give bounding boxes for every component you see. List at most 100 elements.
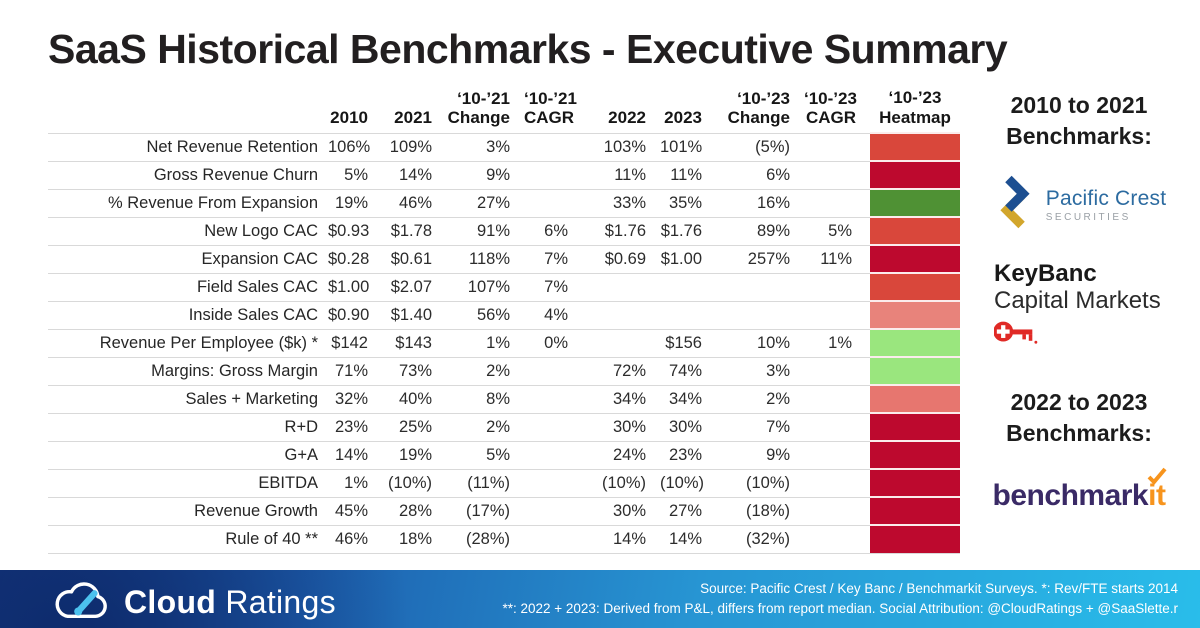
cloud-gauge-icon (52, 577, 114, 628)
pacific-crest-name: Pacific Crest (1045, 186, 1167, 210)
table-cell (524, 188, 586, 218)
benchmarkit-it: it (1147, 468, 1167, 512)
table-cell: 23% (660, 440, 716, 470)
table-row: R+D 23% 25% 2% 30% 30% 7% (48, 412, 960, 442)
column-header: 2010 (330, 108, 368, 128)
benchmarks-table: 2010 2021 ‘10-’21 Change ‘10-’21 CAGR 2022 2023… (48, 88, 960, 554)
benchmarks-2010-heading-line1: 2010 to 2021 (1010, 92, 1148, 118)
table-cell (660, 272, 716, 302)
cloud-ratings-logo: Cloud Ratings (52, 577, 336, 628)
column-header: 2022 (608, 108, 646, 128)
table-cell (524, 468, 586, 498)
table-cell: 46% (382, 188, 446, 218)
table-cell: 107% (446, 272, 524, 302)
row-label: R+D (48, 412, 328, 442)
table-cell: 89% (716, 216, 804, 246)
table-cell (524, 496, 586, 526)
table-cell: $156 (660, 328, 716, 358)
benchmarks-2010-heading-line2: Benchmarks: (1006, 123, 1152, 150)
table-row: Rule of 40 ** 46% 18% (28%) 14% 14% (32%) (48, 524, 960, 554)
table-cell: 106% (328, 132, 382, 162)
keybanc-name: KeyBanc (994, 260, 1097, 288)
table-cell: 27% (660, 496, 716, 526)
table-cell: 23% (328, 412, 382, 442)
table-cell (804, 384, 870, 414)
row-label: Field Sales CAC (48, 272, 328, 302)
column-header: 2023 (664, 108, 702, 128)
row-label: Expansion CAC (48, 244, 328, 274)
table-cell (524, 524, 586, 554)
keybanc-logo: KeyBanc Capital Markets (993, 260, 1164, 351)
heatmap-cell (870, 160, 960, 190)
row-label: Margins: Gross Margin (48, 356, 328, 386)
table-cell (804, 300, 870, 330)
row-label: Revenue Growth (48, 496, 328, 526)
table-cell: 33% (586, 188, 660, 218)
table-cell: 0% (524, 328, 586, 358)
table-cell: 103% (586, 132, 660, 162)
table-cell: 91% (446, 216, 524, 246)
table-cell: 9% (716, 440, 804, 470)
table-cell: (18%) (716, 496, 804, 526)
row-label: Net Revenue Retention (48, 132, 328, 162)
row-label: Revenue Per Employee ($k) * (48, 328, 328, 358)
table-cell: 3% (716, 356, 804, 386)
table-cell: 2% (716, 384, 804, 414)
table-cell: 34% (660, 384, 716, 414)
table-cell: 6% (716, 160, 804, 190)
table-row: Revenue Growth 45% 28% (17%) 30% 27% (18%) (48, 496, 960, 526)
table-cell: 2% (446, 356, 524, 386)
table-cell: 9% (446, 160, 524, 190)
table-cell (804, 468, 870, 498)
row-label: EBITDA (48, 468, 328, 498)
table-cell (524, 356, 586, 386)
table-cell: 74% (660, 356, 716, 386)
table-cell: $0.61 (382, 244, 446, 274)
table-cell: 11% (804, 244, 870, 274)
table-cell: $1.76 (586, 216, 660, 246)
column-header: ‘10-’23 CAGR (804, 88, 857, 128)
pacific-crest-text: Pacific Crest SECURITIES (1046, 187, 1166, 223)
table-cell (586, 272, 660, 302)
table-cell: 7% (524, 244, 586, 274)
table-cell: 25% (382, 412, 446, 442)
table-cell: (11%) (446, 468, 524, 498)
table-cell: (28%) (446, 524, 524, 554)
table-row: Revenue Per Employee ($k) * $142 $143 1% 0% $… (48, 328, 960, 358)
table-row: Inside Sales CAC $0.90 $1.40 56% 4% (48, 300, 960, 330)
table-cell (804, 524, 870, 554)
table-cell: 19% (382, 440, 446, 470)
benchmarks-2010-heading: 2010 to 2021 Benchmarks: (966, 90, 1192, 152)
table-cell (804, 356, 870, 386)
row-label: Gross Revenue Churn (48, 160, 328, 190)
table-cell: $1.78 (382, 216, 446, 246)
keybanc-capital-markets: Capital Markets (994, 287, 1161, 315)
table-cell: $0.90 (328, 300, 382, 330)
table-cell: 34% (586, 384, 660, 414)
table-cell: 56% (446, 300, 524, 330)
table-row: % Revenue From Expansion 19% 46% 27% 33% 35% 1… (48, 188, 960, 218)
table-cell: 7% (716, 412, 804, 442)
heatmap-cell (870, 244, 960, 274)
table-row: Margins: Gross Margin 71% 73% 2% 72% 74% 3% (48, 356, 960, 386)
table-cell (524, 412, 586, 442)
footer-bar: Cloud Ratings Source: Pacific Crest / Ke… (0, 570, 1200, 628)
table-cell: $1.76 (660, 216, 716, 246)
table-cell: 1% (804, 328, 870, 358)
table-cell: 118% (446, 244, 524, 274)
heatmap-cell (870, 188, 960, 218)
table-cell (804, 160, 870, 190)
table-cell: 5% (446, 440, 524, 470)
row-label: Rule of 40 ** (48, 524, 328, 554)
table-cell: 14% (382, 160, 446, 190)
cloud-ratings-wordmark: Cloud Ratings (124, 584, 336, 620)
heatmap-cell (870, 496, 960, 526)
table-cell: 3% (446, 132, 524, 162)
table-cell: $1.00 (328, 272, 382, 302)
column-header: ‘10-’21 CAGR (524, 88, 577, 128)
table-cell (524, 160, 586, 190)
table-header-row: 2010 2021 ‘10-’21 Change ‘10-’21 CAGR 2022 2023… (48, 88, 960, 133)
footer-note-line1: Source: Pacific Crest / Key Banc / Bench… (700, 581, 1178, 596)
table-cell: 46% (328, 524, 382, 554)
heatmap-cell (870, 524, 960, 554)
